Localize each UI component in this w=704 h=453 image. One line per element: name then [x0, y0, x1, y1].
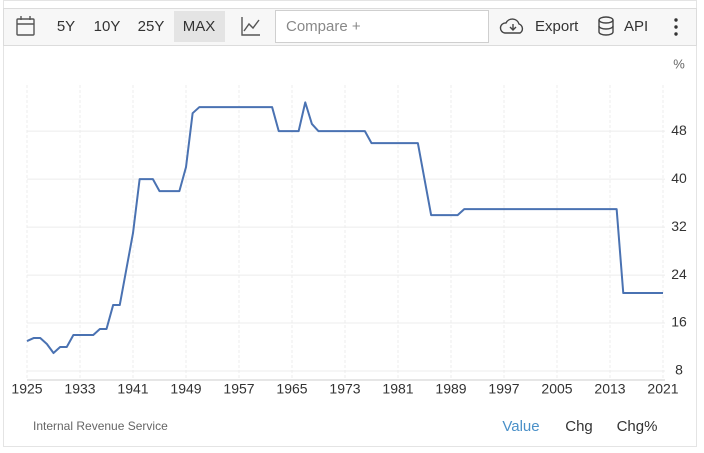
- api-button[interactable]: API: [624, 18, 648, 35]
- x-tick-label: 2013: [594, 381, 625, 397]
- x-tick-label: 1925: [11, 381, 42, 397]
- x-tick-label: 1973: [329, 381, 360, 397]
- compare-input[interactable]: [275, 10, 489, 43]
- y-tick-label: 8: [675, 362, 683, 378]
- range-button[interactable]: MAX: [183, 18, 216, 35]
- x-tick-label: 1933: [64, 381, 95, 397]
- footer-tab[interactable]: Value: [502, 418, 539, 435]
- range-button[interactable]: 5Y: [57, 18, 75, 35]
- y-tick-label: 24: [671, 266, 687, 282]
- x-tick-label: 1997: [488, 381, 519, 397]
- source: Internal Revenue Service: [33, 419, 168, 433]
- x-tick-label: 2021: [647, 381, 678, 397]
- calendar-icon[interactable]: [16, 16, 35, 36]
- api-icon[interactable]: [598, 16, 614, 36]
- export-icon[interactable]: [499, 18, 524, 34]
- x-tick-label: 1965: [276, 381, 307, 397]
- range-button[interactable]: 10Y: [94, 18, 121, 35]
- x-tick-label: 1941: [117, 381, 148, 397]
- data-line: [26, 101, 664, 355]
- menu-icon[interactable]: [674, 18, 678, 36]
- y-tick-label: 40: [671, 170, 687, 186]
- y-unit: %: [673, 56, 685, 71]
- footer-tab[interactable]: Chg%: [617, 418, 658, 435]
- y-tick-label: 48: [671, 122, 687, 138]
- footer-tab[interactable]: Chg: [565, 418, 593, 435]
- export-button[interactable]: Export: [535, 18, 579, 35]
- frame: [3, 0, 697, 447]
- compare-placeholder[interactable]: Compare +: [286, 18, 361, 35]
- x-tick-label: 1981: [382, 381, 413, 397]
- range-button[interactable]: 25Y: [138, 18, 165, 35]
- x-tick-label: 2005: [541, 381, 572, 397]
- chart-type-icon[interactable]: [241, 17, 260, 36]
- active-range-bg: [174, 11, 225, 42]
- y-tick-label: 16: [671, 314, 687, 330]
- y-tick-label: 32: [671, 218, 687, 234]
- x-tick-label: 1989: [435, 381, 466, 397]
- x-tick-label: 1949: [170, 381, 201, 397]
- x-tick-label: 1957: [223, 381, 254, 397]
